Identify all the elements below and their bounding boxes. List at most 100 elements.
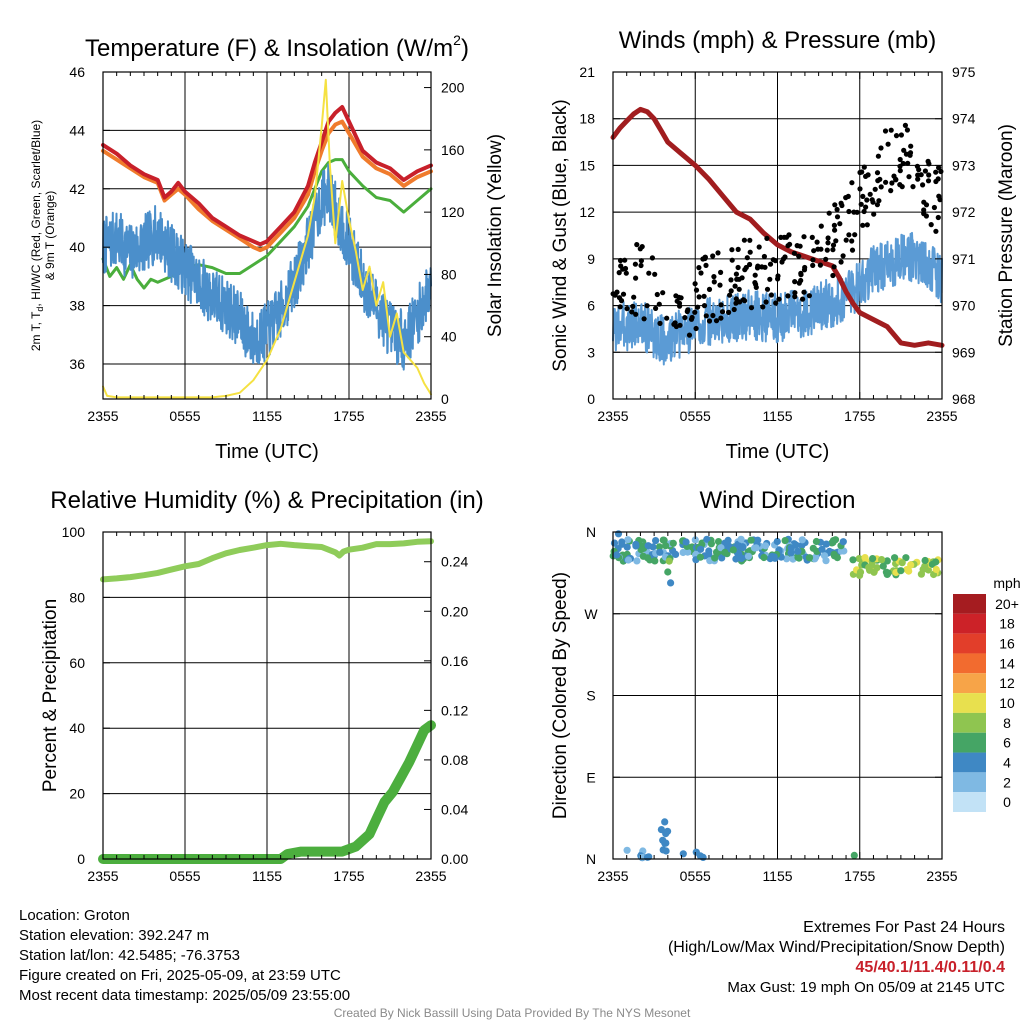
gust-point [747, 261, 753, 268]
gust-point [901, 147, 907, 153]
direction-point [932, 558, 940, 566]
gust-point [701, 303, 708, 309]
gust-points [610, 122, 944, 338]
chart-wind: 2355 0555 1155 1755 235503691215182196896997… [550, 27, 1017, 463]
extremes-values: 45/40.1/11.4/0.11/0.4 [855, 959, 1005, 976]
station-location: Location: Groton [19, 907, 130, 924]
x-tick-label: 1755 [844, 408, 875, 424]
gust-point [922, 168, 929, 174]
y2-tick-label: 0.08 [441, 752, 468, 768]
gust-point [764, 235, 770, 241]
station-info: Location: Groton Station elevation: 392.… [19, 906, 350, 1006]
gust-point [620, 291, 627, 297]
extremes-subtitle: (High/Low/Max Wind/Precipitation/Snow De… [667, 939, 1005, 956]
gust-point [688, 316, 695, 322]
figure-created: Figure created on Fri, 2025-05-09, at 23… [19, 967, 341, 984]
gust-point [897, 168, 903, 174]
gust-point [935, 214, 941, 221]
direction-point [652, 537, 660, 545]
gust-point [692, 281, 698, 287]
direction-point [697, 545, 705, 553]
gust-point [903, 151, 910, 157]
gust-point [931, 204, 938, 211]
gust-point [800, 296, 806, 302]
gust-point [874, 170, 881, 176]
gust-point [837, 221, 843, 227]
gust-point [863, 204, 869, 210]
gust-point [685, 307, 691, 313]
direction-point [714, 538, 723, 546]
gust-point [824, 247, 830, 253]
x-tick-label: 2355 [926, 408, 957, 424]
gust-point [798, 277, 804, 284]
chart-title-part: 2 [453, 32, 461, 48]
y-tick-label: 20 [69, 786, 85, 802]
direction-point [703, 535, 711, 543]
direction-point [664, 827, 672, 835]
colorbar-label: 10 [999, 695, 1015, 711]
direction-point [752, 544, 760, 552]
direction-point [661, 818, 669, 826]
y-tick-label: S [586, 688, 595, 704]
gust-point [849, 180, 855, 186]
direction-point [624, 536, 632, 544]
gust-point [767, 276, 773, 282]
gust-point [928, 222, 934, 228]
direction-point [613, 551, 621, 559]
y-axis-label-part: , HI/WC (Red, Green, Scarlet/Blue) [29, 120, 43, 307]
direction-point [732, 555, 740, 563]
direction-point [849, 556, 857, 564]
gust-point [897, 182, 903, 188]
credit-line: Created By Nick Bassill Using Data Provi… [333, 1006, 691, 1020]
x-tick-label: 2355 [926, 868, 957, 884]
chart-rh: 2355 0555 1155 1755 23550204060801000.000.04… [40, 487, 484, 884]
direction-point [839, 538, 847, 546]
direction-point [805, 554, 814, 562]
gust-point [693, 325, 699, 332]
direction-point [679, 850, 687, 858]
gust-point [631, 294, 637, 300]
x-tick-label: 2355 [87, 408, 118, 424]
gust-point [849, 238, 855, 244]
direction-point [783, 555, 791, 563]
gust-point [733, 271, 740, 277]
gust-point [906, 174, 912, 180]
gust-point [926, 161, 932, 167]
gust-point [701, 293, 707, 299]
direction-point [707, 540, 716, 548]
gust-point [632, 261, 639, 267]
direction-point [747, 536, 755, 544]
gust-point [759, 264, 765, 270]
colorbar-label: 6 [1003, 735, 1011, 751]
y-axis-label: & 9m T (Orange) [43, 191, 57, 281]
colorbar-label: 18 [999, 616, 1015, 632]
gust-point [861, 164, 867, 170]
gust-point [630, 303, 636, 309]
station-elevation: Station elevation: 392.247 m [19, 927, 210, 944]
gust-point [622, 265, 629, 272]
y-tick-label: N [586, 851, 596, 867]
y-tick-label: 0 [587, 391, 595, 407]
series-line-1 [101, 105, 433, 247]
gust-point [872, 186, 878, 192]
y-tick-label: W [584, 606, 598, 622]
series-line-0 [612, 231, 943, 366]
gust-point [809, 234, 815, 240]
series-line-0 [100, 538, 434, 583]
gust-point [740, 297, 747, 303]
direction-point [614, 530, 623, 538]
direction-point [669, 539, 677, 547]
gust-point [877, 176, 883, 182]
y-axis-label-part: 2m T, T [29, 311, 43, 351]
colorbar-swatch [953, 752, 986, 773]
y-tick-label: 38 [69, 298, 85, 314]
colorbar-swatch [953, 712, 986, 733]
gust-point [814, 239, 820, 245]
gust-point [638, 262, 644, 269]
gust-point [831, 222, 838, 228]
gust-point [817, 262, 824, 268]
y2-tick-label: 0.20 [441, 603, 468, 619]
gust-point [811, 248, 817, 254]
gust-point [908, 143, 914, 149]
gust-point [801, 267, 808, 273]
